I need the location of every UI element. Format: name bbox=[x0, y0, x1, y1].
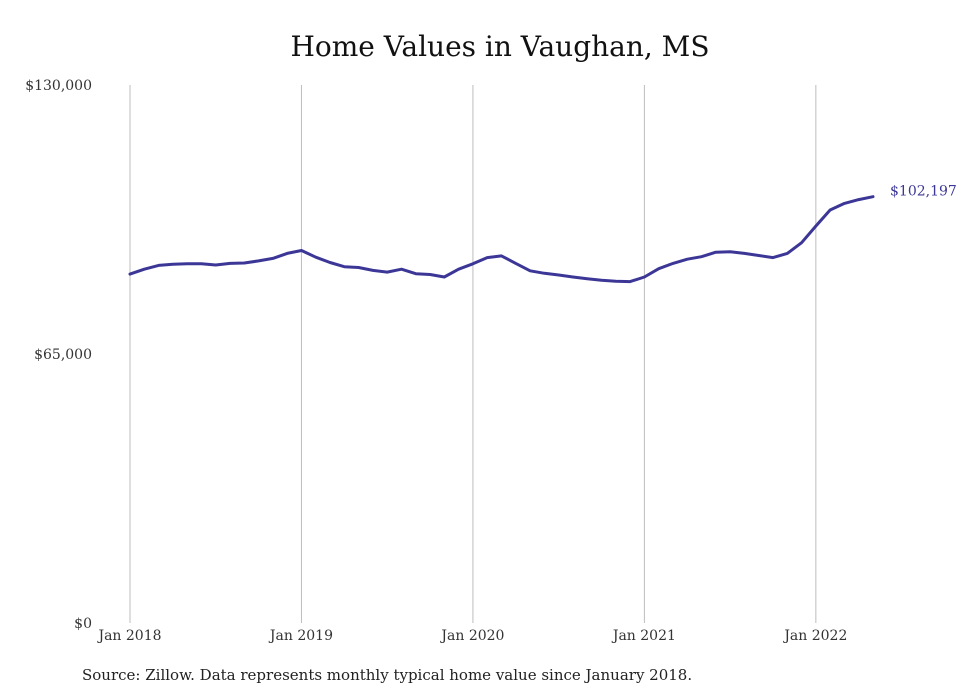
gridlines bbox=[129, 85, 817, 623]
series-line bbox=[128, 195, 875, 284]
x-tick-label: Jan 2020 bbox=[439, 628, 504, 644]
x-tick-label: Jan 2022 bbox=[782, 628, 847, 644]
chart-title: Home Values in Vaughan, MS bbox=[290, 30, 710, 63]
end-value-label: $102,197 bbox=[890, 184, 957, 200]
y-tick-label: $130,000 bbox=[25, 78, 92, 94]
y-tick-label: $0 bbox=[74, 616, 92, 632]
y-axis-tick-labels: $0 $65,000 $130,000 bbox=[25, 78, 92, 632]
x-tick-label: Jan 2018 bbox=[96, 628, 161, 644]
y-tick-label: $65,000 bbox=[34, 347, 92, 363]
x-tick-label: Jan 2019 bbox=[268, 628, 333, 644]
x-axis-tick-labels: Jan 2018 Jan 2019 Jan 2020 Jan 2021 Jan 2022 bbox=[96, 628, 847, 644]
x-tick-label: Jan 2021 bbox=[611, 628, 676, 644]
source-note: Source: Zillow. Data represents monthly … bbox=[82, 666, 693, 684]
